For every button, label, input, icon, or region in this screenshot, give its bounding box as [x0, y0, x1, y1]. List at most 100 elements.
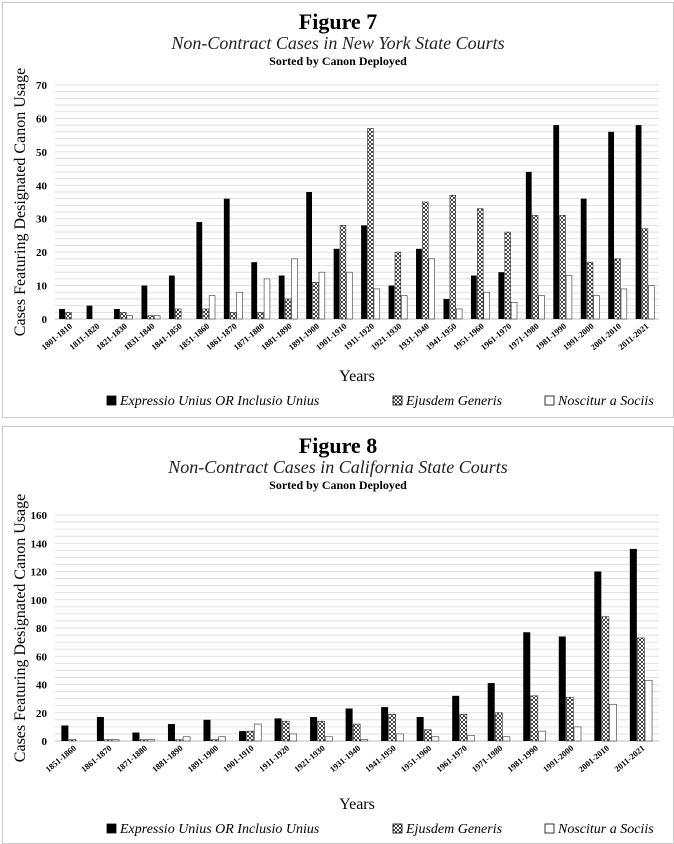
bar-empty — [263, 278, 271, 320]
x-tick-label: 1851-1860 — [43, 743, 78, 774]
bar-empty — [573, 726, 582, 742]
bar-empty — [431, 736, 440, 742]
bar-checker — [257, 312, 264, 320]
bar-checker — [120, 312, 127, 320]
y-tick-label: 80 — [36, 623, 48, 635]
bar-empty — [502, 736, 511, 742]
bar-empty — [324, 736, 333, 742]
bar-empty — [291, 258, 298, 320]
bar-checker — [68, 739, 77, 742]
chart-subtitle: Non-Contract Cases in California State C… — [167, 457, 508, 477]
bar-checker — [175, 308, 182, 320]
bar-checker — [284, 298, 292, 320]
figure-8-panel: Figure 8 Non-Contract Cases in California… — [2, 426, 674, 844]
x-tick-label: 1961-1970 — [434, 743, 469, 774]
bar-empty — [648, 285, 655, 320]
y-tick-label: 120 — [31, 567, 48, 579]
x-tick-label: 1891-1900 — [186, 743, 221, 774]
bar-solid — [251, 262, 258, 319]
bar-solid — [558, 636, 566, 741]
x-tick-label: 1971-1980 — [470, 743, 505, 774]
bar-solid — [361, 225, 367, 319]
bar-solid — [470, 275, 477, 319]
y-tick-label: 30 — [36, 214, 48, 226]
bar-checker — [504, 231, 511, 320]
x-tick-label: 1881-1890 — [150, 743, 185, 774]
bar-solid — [306, 191, 313, 319]
legend-swatch-checker — [392, 823, 403, 834]
bar-empty — [428, 258, 435, 320]
bar-empty — [360, 739, 369, 742]
y-tick-label: 0 — [42, 736, 48, 748]
bar-solid — [416, 716, 424, 741]
bar-checker — [339, 225, 347, 320]
x-axis-label: Years — [339, 368, 375, 385]
bar-solid — [635, 125, 642, 319]
y-axis-label: Cases Featuring Designated Canon Usage — [12, 494, 29, 762]
bar-solid — [203, 719, 211, 741]
bar-checker — [449, 195, 456, 320]
bar-empty — [236, 291, 243, 320]
bar-solid — [239, 731, 247, 741]
bar-checker — [104, 739, 112, 742]
bar-checker — [388, 713, 397, 742]
legend-label: Expressio Unius OR Inclusio Unius — [119, 822, 320, 837]
bar-checker — [530, 695, 539, 742]
bar-checker — [202, 308, 209, 320]
legend-label: Noscitur a Sociis — [557, 394, 654, 409]
bar-checker — [352, 723, 361, 742]
legend-label: Expressio Unius OR Inclusio Unius — [119, 394, 320, 409]
x-tick-label: 2011-2021 — [612, 743, 646, 774]
bar-checker — [477, 208, 484, 320]
bar-solid — [59, 308, 65, 319]
legend-swatch-empty — [544, 395, 555, 406]
bar-empty — [208, 295, 216, 320]
bar-solid — [310, 716, 318, 741]
bar-solid — [416, 248, 422, 319]
y-tick-label: 40 — [36, 680, 48, 692]
bar-solid — [86, 305, 93, 319]
legend-label: Ejusdem Generis — [405, 822, 503, 837]
bar-solid — [443, 298, 450, 319]
chart-subtitle: Non-Contract Cases in New York State Cou… — [170, 33, 504, 53]
legend-label: Ejusdem Generis — [405, 394, 503, 409]
bar-checker — [423, 729, 432, 742]
bar-solid — [114, 308, 120, 319]
x-tick-label: 1951-1960 — [399, 743, 434, 774]
bar-empty — [620, 288, 628, 320]
bar-solid — [580, 198, 587, 319]
y-axis-label: Cases Featuring Designated Canon Usage — [12, 68, 29, 336]
bar-solid — [167, 724, 175, 741]
bar-solid — [498, 272, 505, 319]
bar-empty — [565, 275, 573, 320]
x-tick-label: 1861-1870 — [79, 743, 114, 774]
y-tick-label: 10 — [36, 281, 48, 293]
y-tick-label: 40 — [36, 180, 48, 192]
bar-checker — [246, 730, 254, 742]
bar-empty — [111, 739, 120, 742]
bar-empty — [153, 315, 161, 320]
bar-solid — [278, 275, 285, 319]
bar-solid — [381, 707, 389, 741]
bar-checker — [229, 312, 237, 320]
chart-title: Figure 8 — [299, 433, 377, 458]
y-tick-label: 60 — [36, 113, 48, 125]
bar-empty — [373, 288, 381, 320]
legend-label: Noscitur a Sociis — [557, 822, 654, 837]
bar-checker — [614, 258, 621, 320]
bar-empty — [609, 703, 617, 742]
legend-swatch-checker — [392, 395, 403, 406]
y-tick-label: 20 — [36, 247, 48, 259]
bar-checker — [422, 201, 429, 320]
bar-checker — [394, 251, 402, 320]
y-tick-label: 160 — [31, 510, 48, 522]
bar-solid — [452, 695, 460, 741]
x-tick-label: 2001-2010 — [576, 743, 611, 774]
x-tick-label: 1871-1880 — [114, 743, 149, 774]
y-tick-label: 100 — [31, 595, 48, 607]
bar-empty — [401, 295, 408, 320]
bar-checker — [566, 696, 574, 742]
bar-empty — [346, 271, 353, 320]
